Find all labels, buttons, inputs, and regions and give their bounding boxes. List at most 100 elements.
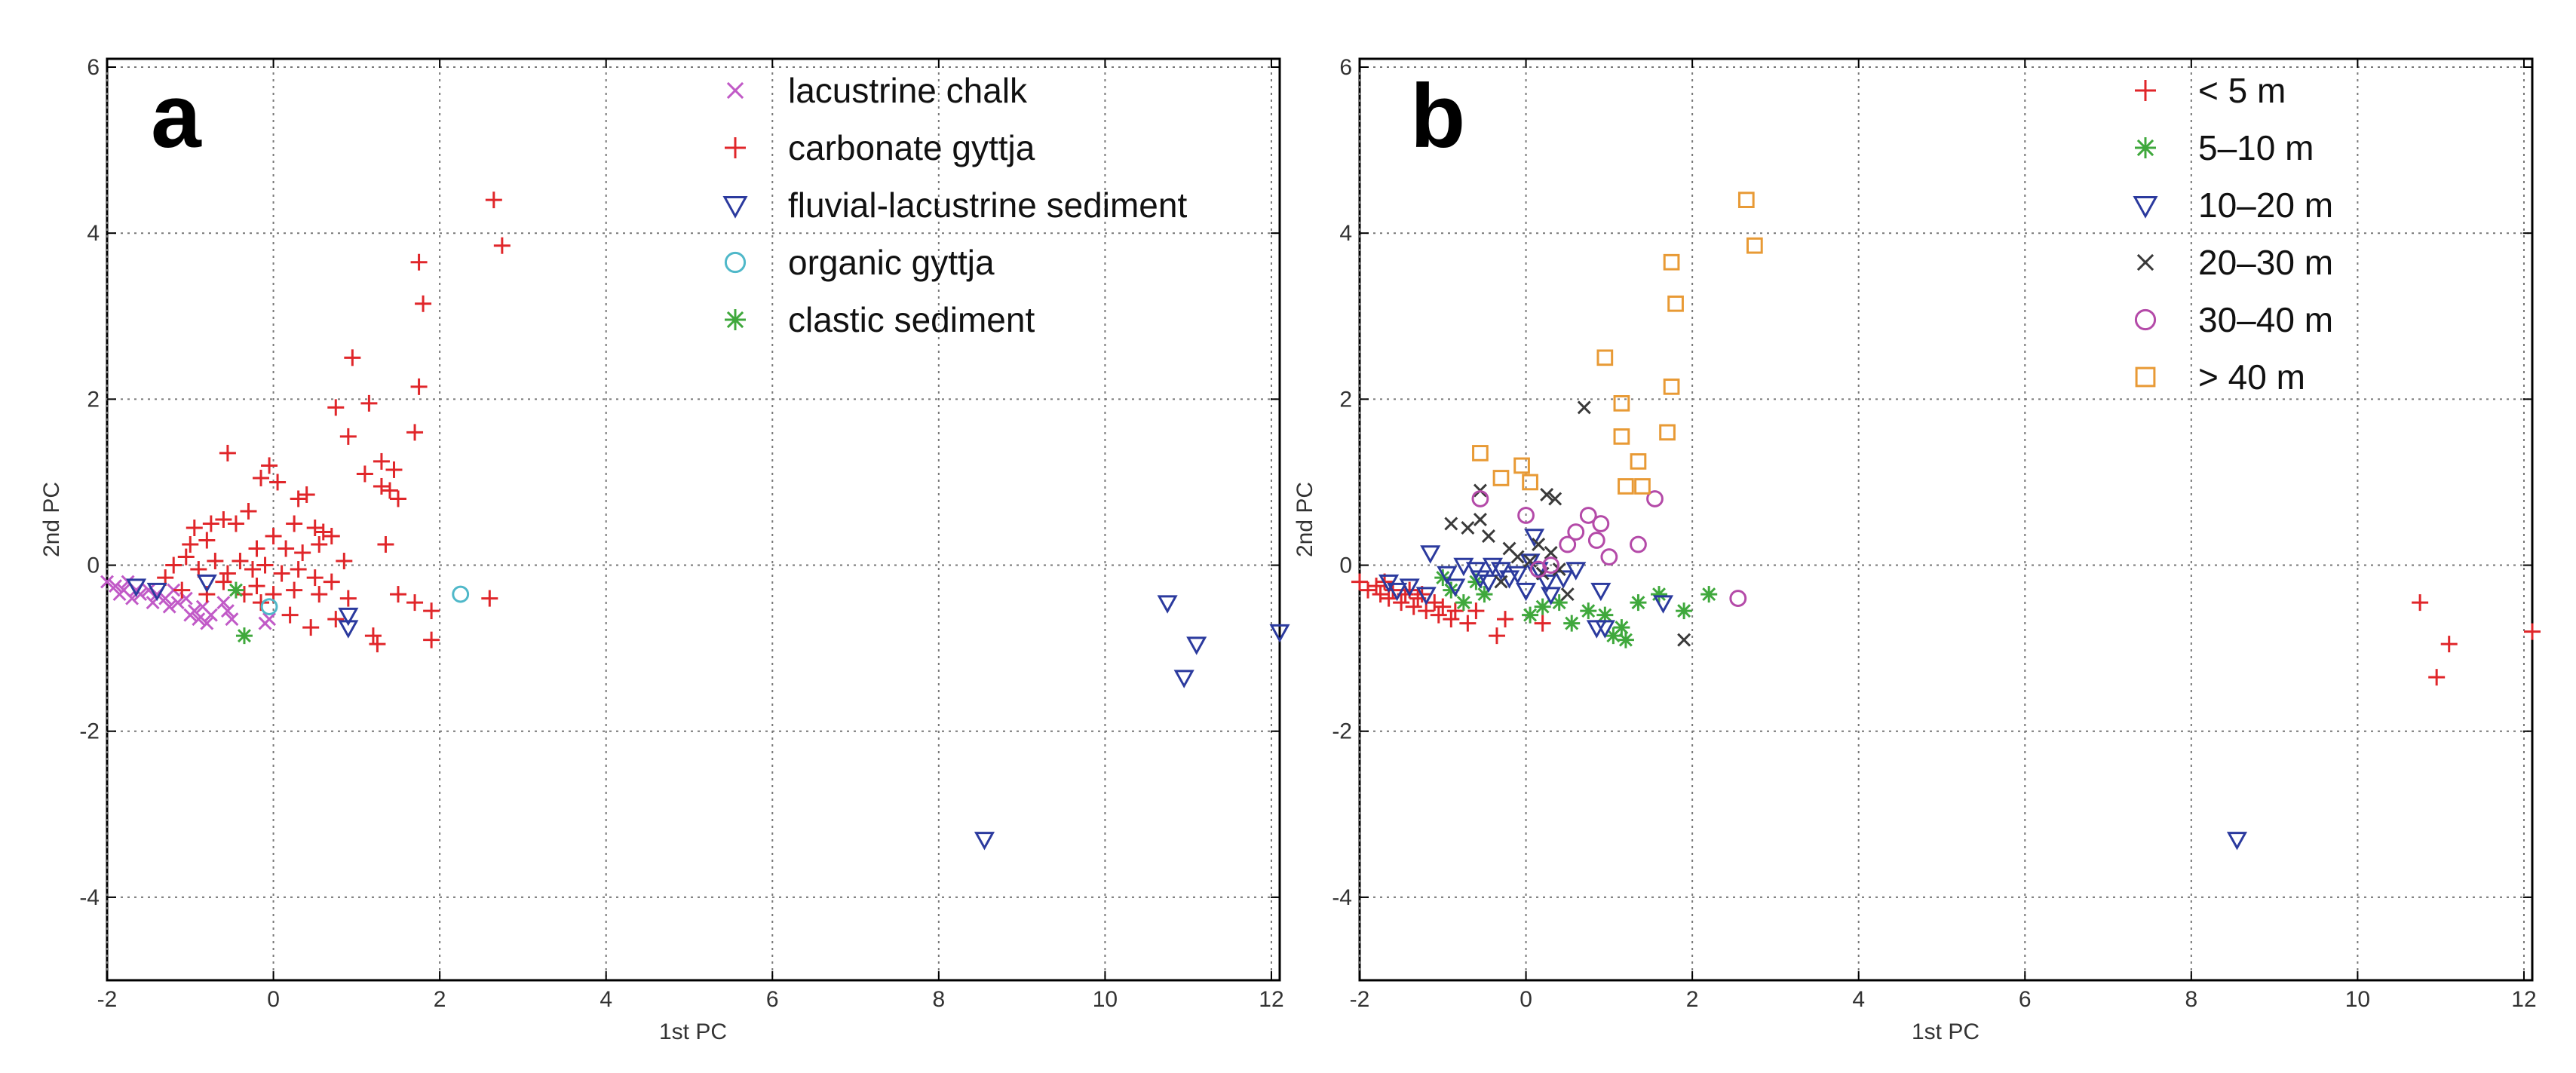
data-point bbox=[1553, 570, 1574, 589]
data-point bbox=[1532, 538, 1546, 552]
y-tick-label: 4 bbox=[87, 221, 100, 246]
series-organic-gyttja bbox=[260, 585, 470, 615]
data-point bbox=[256, 556, 274, 574]
data-point bbox=[1534, 615, 1551, 632]
data-point bbox=[1634, 478, 1651, 495]
y-tick-label: -4 bbox=[1332, 885, 1352, 910]
data-point bbox=[225, 612, 239, 627]
data-point bbox=[1646, 490, 1664, 507]
data-point bbox=[1434, 598, 1452, 615]
series-clastic-sediment bbox=[227, 581, 253, 645]
data-point bbox=[182, 536, 199, 553]
grid bbox=[106, 59, 1280, 980]
data-point bbox=[423, 602, 440, 620]
data-point bbox=[338, 607, 359, 627]
data-point bbox=[311, 536, 328, 553]
series-fluvial-lacustrine-sediment bbox=[126, 574, 1290, 851]
data-point bbox=[1652, 595, 1674, 614]
data-point bbox=[1351, 573, 1368, 590]
data-point bbox=[1368, 578, 1385, 595]
data-point bbox=[162, 599, 176, 614]
data-point bbox=[1613, 428, 1630, 445]
data-point bbox=[219, 565, 236, 582]
y-tick-label: 6 bbox=[1339, 55, 1352, 80]
data-point bbox=[298, 486, 315, 503]
data-point bbox=[485, 192, 502, 209]
data-point bbox=[493, 237, 511, 254]
legend-label: clastic sediment bbox=[788, 300, 1035, 339]
data-point bbox=[1470, 570, 1491, 589]
data-point bbox=[410, 378, 428, 395]
data-point bbox=[1513, 457, 1530, 474]
legend-label: carbonate gyttja bbox=[788, 128, 1035, 167]
data-point bbox=[1186, 636, 1207, 655]
data-point bbox=[290, 561, 307, 578]
data-point bbox=[1445, 578, 1466, 597]
data-point bbox=[373, 452, 390, 470]
data-point bbox=[339, 590, 357, 607]
data-point bbox=[323, 573, 340, 590]
legend-label: < 5 m bbox=[2198, 71, 2286, 110]
legend-item: 5–10 m bbox=[2135, 128, 2314, 167]
data-point bbox=[165, 556, 182, 574]
data-point bbox=[1559, 535, 1577, 553]
legend-marker bbox=[2133, 196, 2158, 219]
data-point bbox=[286, 581, 303, 599]
data-point bbox=[423, 631, 440, 648]
data-point bbox=[1494, 575, 1508, 589]
data-point bbox=[1590, 582, 1612, 602]
data-point bbox=[1618, 478, 1634, 495]
legend-item: > 40 m bbox=[2135, 357, 2305, 397]
legend-marker bbox=[725, 309, 746, 330]
data-point bbox=[481, 590, 498, 607]
data-point bbox=[406, 594, 424, 612]
data-point bbox=[1517, 507, 1535, 524]
data-point bbox=[1173, 670, 1194, 688]
x-tick-label: 2 bbox=[434, 987, 446, 1012]
data-point bbox=[1496, 611, 1513, 628]
legend-item: 30–40 m bbox=[2134, 300, 2333, 339]
data-point bbox=[1492, 470, 1510, 486]
legend-item: < 5 m bbox=[2135, 71, 2286, 110]
data-point bbox=[192, 612, 206, 627]
data-point bbox=[1380, 590, 1397, 607]
data-point bbox=[1579, 507, 1597, 524]
legend-label: lacustrine chalk bbox=[788, 71, 1028, 110]
x-tick-label: 6 bbox=[766, 987, 779, 1012]
data-point bbox=[235, 627, 253, 645]
data-point bbox=[262, 612, 277, 627]
data-point bbox=[1444, 517, 1458, 531]
legend-marker bbox=[2135, 137, 2156, 158]
data-point bbox=[323, 528, 340, 545]
data-point bbox=[1443, 611, 1460, 628]
data-point bbox=[216, 596, 231, 610]
data-point bbox=[1507, 566, 1529, 585]
data-point bbox=[253, 469, 270, 486]
data-point bbox=[373, 477, 390, 495]
legend-item: clastic sediment bbox=[725, 300, 1035, 339]
data-point bbox=[1269, 624, 1290, 643]
data-point bbox=[219, 444, 236, 461]
legend-item: 20–30 m bbox=[2136, 243, 2333, 282]
data-point bbox=[1617, 631, 1634, 648]
data-point bbox=[1540, 487, 1554, 501]
grid bbox=[1359, 59, 2532, 980]
data-point bbox=[1393, 594, 1410, 612]
data-point bbox=[1399, 578, 1420, 597]
data-point bbox=[415, 295, 432, 312]
data-point bbox=[1472, 445, 1489, 461]
data-point bbox=[1700, 586, 1718, 603]
x-tick-label: 10 bbox=[1093, 987, 1118, 1012]
data-point bbox=[1360, 581, 1377, 599]
data-point bbox=[244, 561, 261, 578]
y-tick-label: -4 bbox=[79, 885, 100, 910]
data-point bbox=[1157, 595, 1178, 614]
data-point bbox=[344, 349, 361, 366]
series-layer bbox=[1351, 192, 2541, 851]
x-tick-label: 10 bbox=[2345, 987, 2370, 1012]
data-point bbox=[1548, 492, 1562, 506]
x-tick-label: 4 bbox=[1852, 987, 1865, 1012]
data-point bbox=[109, 579, 123, 593]
x-tick-label: 0 bbox=[267, 987, 280, 1012]
data-point bbox=[1446, 602, 1464, 620]
